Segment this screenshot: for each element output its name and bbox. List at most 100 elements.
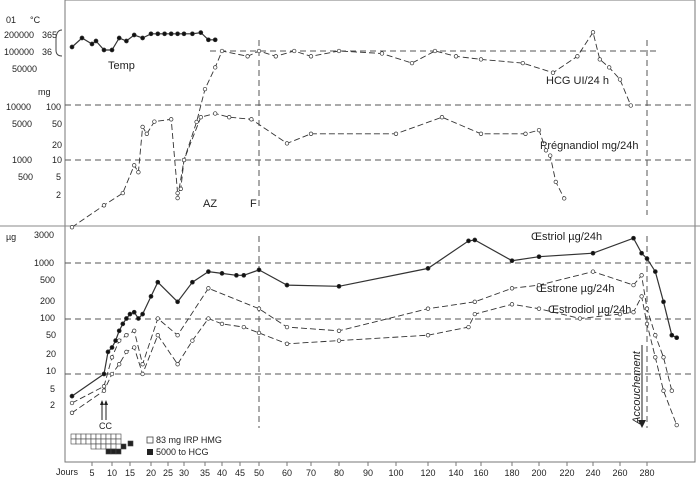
series-2-point-5 [140,124,145,130]
btick-200: 200 [40,296,55,306]
series-2-point-9 [175,190,180,196]
series-1-point-15 [453,54,459,59]
series-2-point-23 [543,148,549,153]
treatment-block-9 [115,433,122,440]
btick-500: 500 [40,275,55,285]
series-2-point-18 [393,131,399,136]
series-4-point-7 [155,316,160,321]
treatment-block-14 [90,438,97,445]
series-5-point-11 [219,321,225,327]
treatment-block-2 [80,433,87,440]
series-4-point-17 [590,269,596,274]
f-label: F [250,198,257,210]
series-5-point-19 [509,302,515,307]
series-5-point-21 [577,316,583,321]
temp-tick-365: 365 [42,30,57,40]
x-tick-label-7: 40 [217,468,227,478]
x-tick-label-5: 30 [179,468,189,478]
treatment-block-17 [105,438,112,445]
series-1-point-17 [520,60,525,66]
series-3-point-10 [136,316,141,321]
series-2-point-3 [132,163,137,168]
tick-mg-20: 20 [52,140,62,150]
cc-arrowhead-1-icon [100,400,104,405]
series-1-point-20 [590,30,596,35]
series-2-point-10 [178,186,183,191]
x-tick-label-0: 5 [89,468,94,478]
series-3-point-24 [466,238,471,244]
series-3-point-26 [509,258,515,264]
series-5-point-17 [466,324,471,330]
series-4-point-8 [175,333,180,338]
accouchement-label: Accouchement [631,350,643,425]
treatment-block-24 [110,443,117,450]
series-0-point-18 [206,37,211,43]
series-0-point-9 [140,35,145,41]
tick-50000: 50000 [12,64,37,74]
legend-hmg-label: 83 mg IRP HMG [156,435,222,445]
series-5-point-25 [644,321,650,327]
series-1-point-23 [617,77,623,82]
series-5-point-3 [117,362,122,367]
treatment-block-27 [105,448,112,455]
series-2-point-4 [136,170,141,175]
series-3-point-18 [234,272,239,278]
treatment-block-11 [75,438,82,445]
series-5-point-12 [241,324,246,330]
series-2-point-15 [249,117,254,122]
tick-mg-50: 50 [52,119,62,129]
bottom-axis: µg 3000 1000 500 200 100 50 20 10 5 2 [6,230,56,410]
series-2-point-8 [169,117,174,122]
series-4-point-14 [472,299,477,304]
treatment-block-6 [100,433,107,440]
series-3-point-5 [116,328,122,334]
series-4-point-3 [117,338,122,343]
oestriol-label: Œstriol µg/24h [531,231,602,243]
btick-2: 2 [50,400,55,410]
tick-100000: 100000 [4,47,34,57]
treatment-blocks [70,433,134,455]
series-5-point-24 [639,294,644,299]
x-tick-label-19: 200 [531,468,546,478]
x-axis-ticks: 5 10 15 20 25 30 35 40 45 50 60 70 80 90 100 120 140 160 1… [89,462,655,478]
x-tick-label-22: 260 [612,468,627,478]
series-line-3 [71,237,677,397]
series-1-point-16 [478,57,484,62]
treatment-block-22 [100,443,107,450]
series-0-point-12 [162,31,167,37]
treatment-block-13 [85,438,92,445]
series-3-point-28 [590,250,596,256]
tick-1000: 1000 [12,155,32,165]
series-2-point-0 [69,225,75,230]
series-2-point-20 [478,131,484,136]
series-1-point-13 [409,60,415,66]
series-4-point-18 [631,282,636,288]
series-3-point-22 [336,283,342,289]
series-3-point-4 [113,338,118,343]
series-2-point-11 [181,157,187,163]
series-0-point-7 [124,38,129,44]
series-2-point-24 [548,153,553,158]
series-0-point-13 [168,31,174,37]
x-tick-label-17: 160 [473,468,488,478]
series-1-point-10 [308,54,314,59]
series-1-point-6 [245,54,250,59]
oestrodiol-label: Œstrodiol µg/24h [548,304,631,316]
accouchement-arrowhead-icon [638,420,646,428]
x-tick-label-12: 80 [334,468,344,478]
series-2-point-1 [101,203,107,208]
treatment-block-25 [120,443,127,450]
series-1-point-18 [550,70,556,75]
cc-label: CC [99,421,112,431]
series-4-point-15 [509,286,515,291]
series-5-point-10 [206,316,211,321]
oestrone-label: Œstrone µg/24h [536,283,615,295]
temp-tick-36: 36 [42,47,52,57]
series-0-point-10 [148,31,154,37]
series-3-point-19 [241,272,247,278]
series-1-point-11 [336,48,342,54]
series-3-point-33 [661,299,666,305]
hcg-label: HCG UI/24 h [546,75,609,87]
series-5-point-0 [69,410,75,415]
